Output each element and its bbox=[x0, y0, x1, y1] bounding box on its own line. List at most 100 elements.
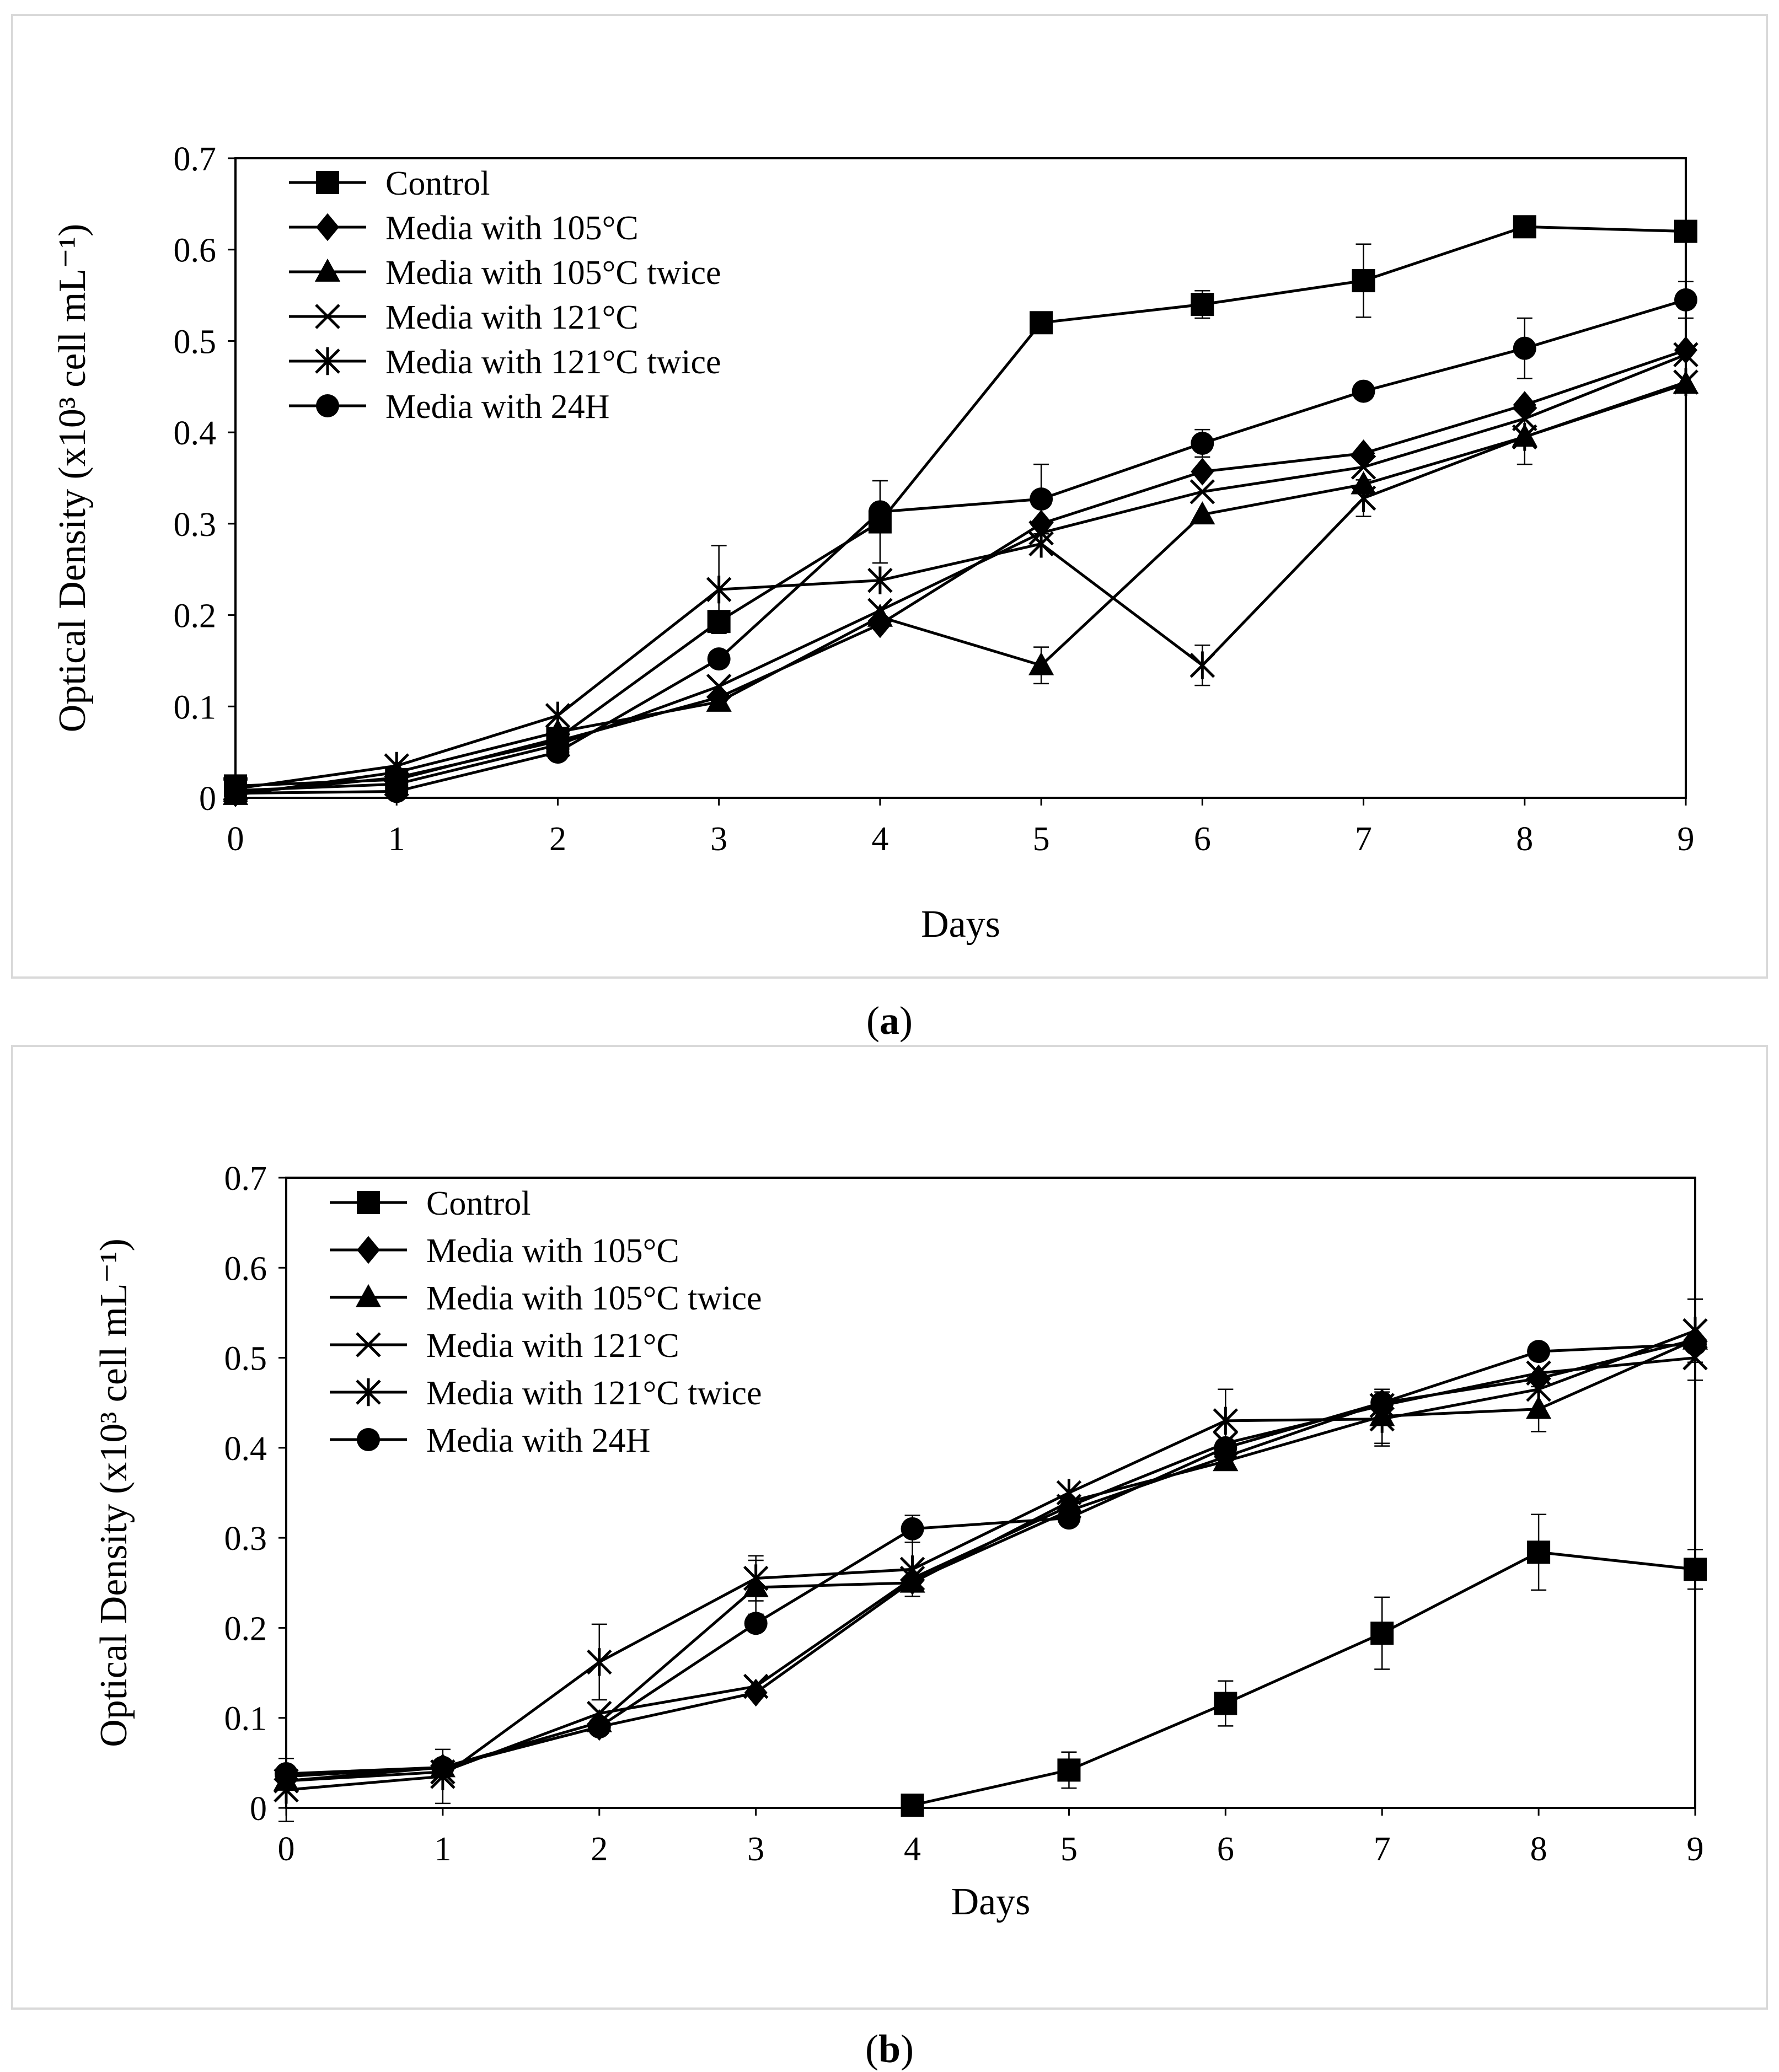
x-tick-label: 7 bbox=[1355, 820, 1372, 858]
data-point bbox=[1351, 484, 1376, 512]
legend: Control Media with 105°C Media with 105°C … bbox=[289, 165, 721, 426]
x-tick-label: 8 bbox=[1516, 820, 1533, 858]
data-point bbox=[1057, 1506, 1081, 1530]
data-point bbox=[1527, 1340, 1551, 1364]
data-point bbox=[1057, 1758, 1081, 1782]
plot-area-frame bbox=[234, 157, 1687, 799]
data-point bbox=[1370, 1622, 1394, 1645]
data-point bbox=[1213, 1407, 1239, 1435]
caption-a: (a) bbox=[866, 999, 913, 1043]
series-line bbox=[286, 1343, 1696, 1775]
data-point bbox=[901, 1517, 924, 1540]
data-point bbox=[743, 1673, 769, 1699]
data-point bbox=[706, 674, 732, 699]
data-point bbox=[1214, 1436, 1237, 1459]
data-point bbox=[1512, 406, 1537, 432]
plot-area-frame bbox=[285, 1177, 1696, 1809]
y-tick-label: 0.4 bbox=[174, 415, 217, 452]
data-point bbox=[1352, 439, 1375, 468]
series-asterisk bbox=[274, 1298, 1708, 1822]
legend-label: Media with 105°C twice bbox=[426, 1280, 762, 1317]
series-line bbox=[235, 298, 1686, 795]
data-point bbox=[1189, 651, 1215, 679]
y-tick-label: 0 bbox=[199, 780, 216, 818]
data-point bbox=[385, 780, 409, 803]
legend-label: Media with 105°C bbox=[385, 210, 639, 247]
legend-label: Media with 121°C twice bbox=[385, 343, 721, 381]
x-tick-label: 6 bbox=[1217, 1831, 1234, 1868]
x-axis-title: Days bbox=[951, 1881, 1031, 1923]
data-point bbox=[1684, 1333, 1707, 1356]
series-circle bbox=[224, 281, 1697, 805]
x-tick-label: 9 bbox=[1678, 820, 1695, 858]
x-tick-label: 0 bbox=[278, 1831, 295, 1868]
data-point bbox=[867, 566, 893, 594]
data-point bbox=[1673, 342, 1698, 368]
data-point bbox=[1214, 1692, 1237, 1715]
data-point bbox=[867, 603, 893, 627]
x-axis-title: Days bbox=[921, 903, 1000, 946]
data-point bbox=[1351, 454, 1376, 480]
legend-label: Media with 121°C bbox=[385, 299, 639, 336]
series-triangle bbox=[222, 371, 1699, 805]
data-point bbox=[1030, 487, 1053, 511]
data-point bbox=[1513, 215, 1536, 239]
legend-marker-square bbox=[316, 171, 339, 194]
legend-label: Media with 121°C twice bbox=[426, 1375, 762, 1412]
y-axis-title: Optical Density (x10³ cell mL⁻¹) bbox=[93, 1238, 135, 1747]
data-point bbox=[1526, 1375, 1551, 1403]
data-point bbox=[431, 1756, 454, 1779]
y-tick-label: 0.1 bbox=[224, 1700, 267, 1738]
y-tick-label: 0.2 bbox=[224, 1610, 267, 1647]
legend-label: Control bbox=[426, 1185, 531, 1222]
data-point bbox=[1030, 311, 1053, 335]
data-point bbox=[1674, 288, 1697, 312]
series-square bbox=[901, 1513, 1707, 1817]
data-point bbox=[587, 1715, 611, 1739]
data-point bbox=[706, 575, 732, 604]
x-tick-label: 1 bbox=[434, 1831, 451, 1868]
legend-marker-square bbox=[357, 1191, 380, 1214]
data-point bbox=[744, 1612, 768, 1635]
legend-label: Media with 105°C bbox=[426, 1232, 679, 1270]
chart-panel-a: 0 0.1 0.2 0.3 0.4 0.5 0.6 0.7 0 1 2 3 4 5 6 7 8 9 Days Opti… bbox=[11, 14, 1768, 979]
y-tick-label: 0.3 bbox=[224, 1520, 267, 1558]
legend-marker-x bbox=[315, 304, 340, 329]
legend-marker-triangle bbox=[355, 1284, 382, 1307]
data-point bbox=[1191, 293, 1214, 316]
legend-marker-asterisk bbox=[315, 347, 340, 375]
data-point bbox=[1674, 219, 1697, 243]
x-tick-label: 4 bbox=[871, 820, 888, 858]
data-point bbox=[744, 1678, 768, 1707]
y-tick-label: 0.1 bbox=[174, 689, 217, 726]
data-point bbox=[1189, 479, 1215, 504]
data-point bbox=[1028, 530, 1054, 558]
x-tick-label: 3 bbox=[710, 820, 727, 858]
caption-b: (b) bbox=[865, 2027, 914, 2071]
data-point bbox=[1526, 1395, 1552, 1419]
x-tick-label: 2 bbox=[549, 820, 566, 858]
legend-marker-circle bbox=[357, 1428, 380, 1451]
series-circle bbox=[275, 1333, 1707, 1785]
x-tick-label: 6 bbox=[1194, 820, 1211, 858]
data-point bbox=[706, 688, 732, 712]
chart-a: 0 0.1 0.2 0.3 0.4 0.5 0.6 0.7 0 1 2 3 4 5 6 7 8 9 Days Opti… bbox=[51, 141, 1699, 946]
data-point bbox=[901, 1794, 924, 1817]
data-point bbox=[743, 1564, 769, 1592]
y-tick-label: 0.6 bbox=[174, 232, 217, 270]
x-tick-label: 7 bbox=[1374, 1831, 1391, 1868]
x-tick-label: 1 bbox=[388, 820, 405, 858]
series-line bbox=[235, 348, 1686, 795]
data-point bbox=[224, 781, 247, 805]
y-tick-label: 0.2 bbox=[174, 598, 217, 635]
legend: Control Media with 105°C Media with 105°C … bbox=[330, 1185, 762, 1459]
x-tick-label: 5 bbox=[1033, 820, 1050, 858]
data-point bbox=[707, 647, 731, 671]
series-line bbox=[235, 382, 1686, 797]
data-point bbox=[275, 1762, 298, 1785]
legend-marker-asterisk bbox=[356, 1378, 381, 1407]
x-tick-label: 8 bbox=[1530, 1831, 1547, 1868]
x-tick-label: 9 bbox=[1687, 1831, 1704, 1868]
x-tick-label: 2 bbox=[591, 1831, 608, 1868]
data-point bbox=[587, 1648, 612, 1676]
